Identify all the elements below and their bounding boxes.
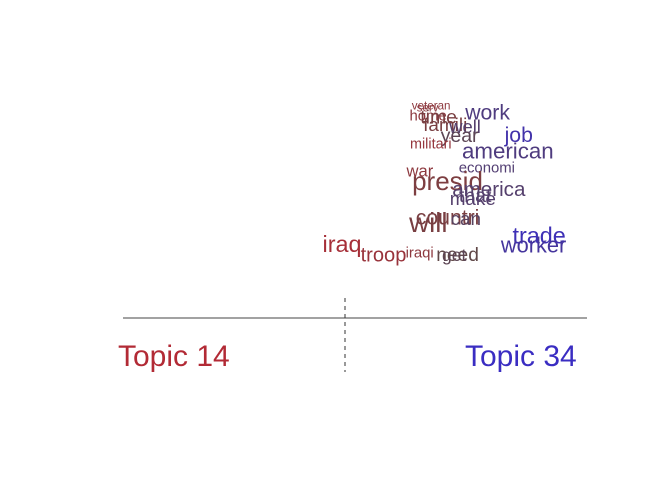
- word-time: time: [420, 107, 457, 129]
- word-well: well: [448, 116, 481, 137]
- word-war: war: [406, 162, 434, 181]
- word-worker: worker: [500, 232, 566, 257]
- word-veteran: veteran: [412, 100, 451, 113]
- word-iraq: iraq: [323, 231, 362, 257]
- word-militari: militari: [410, 136, 452, 152]
- word-iraqi: iraqi: [406, 245, 434, 261]
- word-economi: economi: [459, 160, 515, 176]
- word-get: get: [442, 245, 466, 265]
- word-year: year: [441, 125, 479, 147]
- word-will: will: [408, 207, 447, 238]
- word-serv: serv: [417, 102, 439, 115]
- word-famili: famili: [423, 115, 467, 136]
- word-home: home: [410, 109, 447, 125]
- word-job: job: [504, 124, 533, 147]
- word-america: america: [452, 178, 526, 201]
- topic-right-label: Topic 34: [465, 340, 577, 373]
- word-make: make: [450, 189, 496, 210]
- topic-left-label: Topic 14: [118, 340, 230, 373]
- word-work: work: [464, 102, 510, 125]
- word-presid: presid: [412, 166, 483, 196]
- word-countri: countri: [416, 206, 480, 229]
- word-troop: troop: [361, 245, 407, 267]
- word-that: that: [459, 185, 492, 207]
- word-can: can: [451, 209, 481, 230]
- word-american: american: [462, 139, 554, 164]
- word-need: need: [436, 245, 479, 266]
- word-trade: trade: [513, 223, 566, 249]
